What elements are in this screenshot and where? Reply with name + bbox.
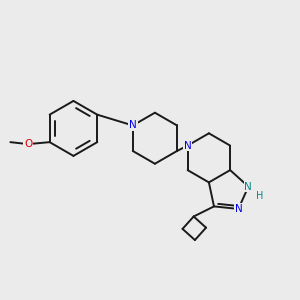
Text: H: H [256, 191, 264, 201]
Text: O: O [24, 139, 32, 149]
Text: N: N [235, 204, 242, 214]
Text: N: N [244, 182, 252, 191]
Text: N: N [184, 141, 191, 151]
Text: N: N [129, 121, 137, 130]
